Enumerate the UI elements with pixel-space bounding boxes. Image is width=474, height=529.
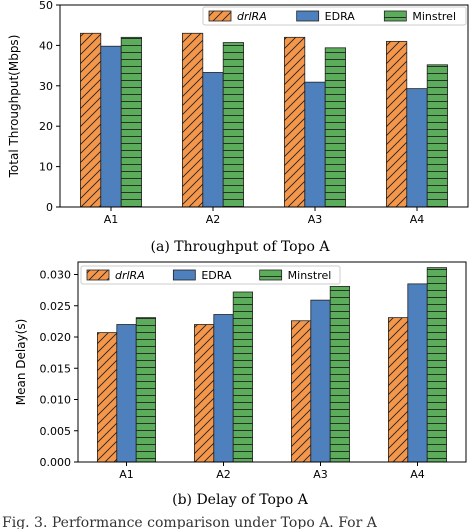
legend-swatch-drlra	[86, 269, 110, 281]
chart-b: 0.000 0.005 0.010 0.015 0.020 0.025 0.030 A1 A2…	[14, 261, 467, 508]
x-tick-label: A4	[410, 213, 425, 226]
legend-swatch-minstrel	[259, 269, 283, 281]
bar-minstrel-a4	[426, 267, 448, 463]
bar-drlra-a4	[385, 40, 408, 208]
y-tick-label: 0.010	[40, 394, 72, 407]
y-tick-label: 20	[39, 120, 53, 133]
bar-minstrel-a3	[324, 47, 347, 208]
y-tick-label: 0.020	[40, 331, 72, 344]
legend-label-drlra: drlRA	[115, 269, 145, 282]
bar-drlra-a1	[80, 32, 102, 208]
bar-edra-a2	[202, 72, 224, 208]
y-tick-label: 0	[46, 201, 53, 214]
chart-b-axes-frame	[77, 261, 467, 463]
bar-drlra-a2	[181, 32, 204, 208]
bar-minstrel-a2	[222, 42, 244, 208]
y-tick-label: 0.005	[40, 425, 72, 438]
bar-drlra-a2	[193, 324, 215, 463]
x-tick-label: A2	[206, 213, 221, 226]
chart-b-bars	[97, 267, 448, 463]
bar-edra-a1	[100, 45, 122, 208]
x-tick-label: A2	[216, 468, 231, 481]
chart-b-caption: (b) Delay of Topo A	[172, 492, 309, 508]
y-tick-label: 0.015	[40, 362, 72, 375]
bar-minstrel-a2	[232, 291, 253, 463]
bar-edra-a3	[310, 299, 331, 463]
y-tick-label: 0.025	[40, 300, 72, 313]
figure-footer-text: Fig. 3. Performance comparison under Top…	[2, 515, 378, 529]
bar-edra-a4	[407, 283, 428, 463]
y-tick-label: 40	[39, 39, 53, 52]
x-tick-label: A3	[308, 213, 323, 226]
bar-edra-a4	[406, 88, 428, 208]
chart-b-y-axis-label: Mean Delay(s)	[14, 319, 28, 406]
bar-edra-a3	[304, 81, 326, 208]
y-tick-label: 10	[39, 161, 53, 174]
legend-label-drlra: drlRA	[237, 10, 267, 23]
legend-label-edra: EDRA	[325, 10, 356, 23]
bar-edra-a1	[116, 324, 137, 463]
bar-minstrel-a1	[135, 317, 156, 463]
y-tick-label: 50	[39, 0, 53, 12]
legend-label-minstrel: Minstrel	[288, 269, 332, 282]
bar-minstrel-a1	[120, 36, 142, 208]
chart-b-legend: drlRA EDRA Minstrel	[80, 265, 341, 285]
bar-drlra-a4	[387, 317, 409, 463]
bar-drlra-a1	[97, 332, 118, 463]
x-tick-label: A3	[313, 468, 328, 481]
chart-b-x-ticks: A1 A2 A3 A4	[119, 462, 425, 481]
chart-a-bars	[80, 32, 449, 208]
y-tick-label: 0.000	[40, 456, 72, 469]
chart-a-axes-frame	[59, 4, 469, 208]
bar-minstrel-a4	[426, 64, 449, 208]
y-tick-label: 30	[39, 80, 53, 93]
x-tick-label: A4	[410, 468, 425, 481]
chart-a-caption: (a) Throughput of Topo A	[151, 239, 331, 255]
legend-swatch-edra	[296, 10, 320, 22]
x-tick-label: A1	[119, 468, 134, 481]
legend-label-edra: EDRA	[201, 269, 232, 282]
y-tick-label: 0.030	[40, 269, 72, 282]
bar-edra-a2	[213, 314, 234, 463]
legend-swatch-edra	[172, 269, 196, 281]
bar-minstrel-a3	[329, 285, 351, 463]
bar-drlra-a3	[283, 36, 306, 208]
chart-a-y-axis-label: Total Throughput(Mbps)	[7, 35, 21, 179]
chart-b-y-ticks: 0.000 0.005 0.010 0.015 0.020 0.025 0.030	[40, 269, 78, 469]
chart-a-legend: drlRA EDRA Minstrel	[202, 6, 467, 26]
chart-a-x-ticks: A1 A2 A3 A4	[104, 207, 425, 226]
legend-swatch-minstrel	[383, 10, 407, 22]
legend-label-minstrel: Minstrel	[412, 10, 456, 23]
bar-drlra-a3	[290, 320, 312, 463]
chart-a-y-ticks: 0 10 20 30 40 50	[39, 0, 60, 214]
x-tick-label: A1	[104, 213, 119, 226]
chart-a: 0 10 20 30 40 50 A1 A2 A3 A4 Total Throughput(Mb…	[7, 0, 469, 255]
legend-swatch-drlra	[208, 10, 232, 22]
